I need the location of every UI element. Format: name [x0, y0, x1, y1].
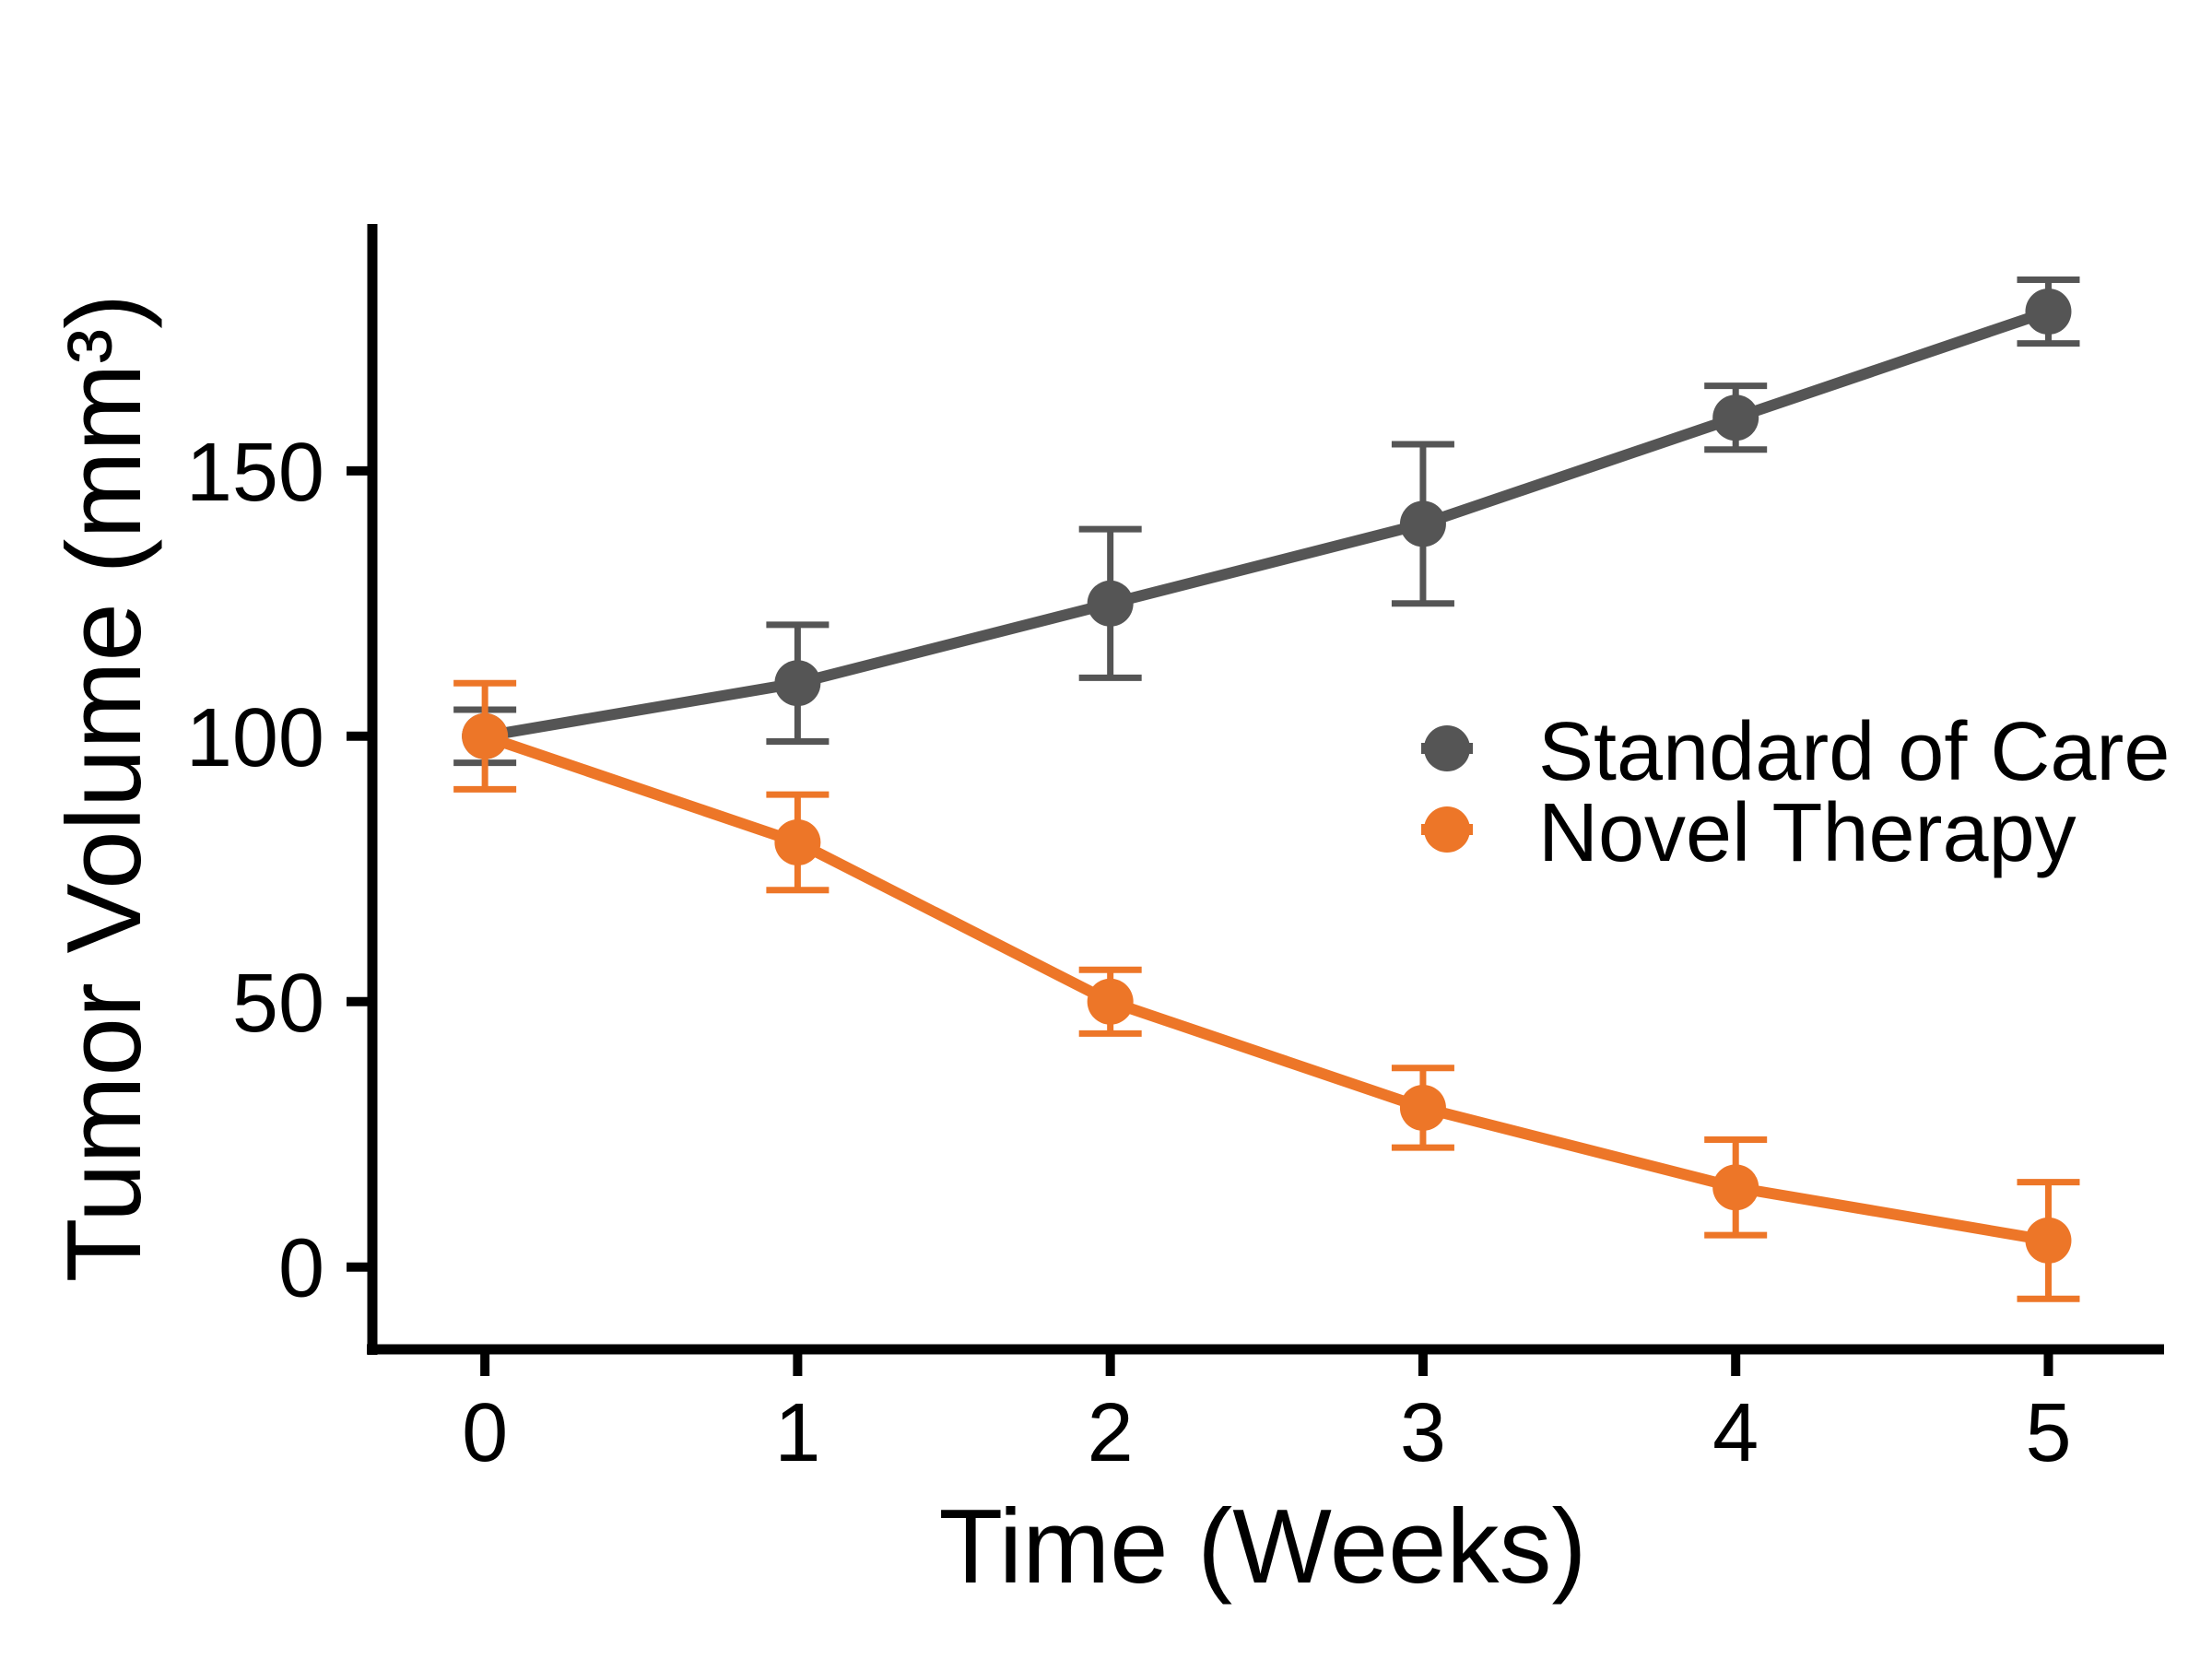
x-axis-title: Time (Weeks)	[938, 1488, 1586, 1606]
y-axis-title: Tumor Volume (mm³)	[46, 294, 163, 1283]
data-point	[774, 660, 821, 707]
legend-point-key-icon	[1424, 725, 1470, 771]
data-point	[1087, 580, 1134, 627]
data-point	[1712, 1164, 1759, 1211]
legend-label: Novel Therapy	[1538, 787, 2077, 879]
x-tick-label: 2	[1088, 1387, 1134, 1479]
data-point	[1399, 1084, 1446, 1131]
y-axis-ticks: 0 50 100 150	[186, 427, 372, 1315]
legend-point-key-icon	[1424, 806, 1470, 853]
series-line	[484, 306, 2051, 742]
y-tick-label: 150	[186, 427, 324, 519]
x-axis-ticks: 0 1 2 3 4 5	[462, 1349, 2072, 1479]
data-point	[1712, 394, 1759, 441]
legend-item: Standard of Care	[1421, 706, 2170, 798]
y-tick-label: 100	[186, 692, 324, 784]
data-point	[2025, 1217, 2072, 1264]
series-novel-therapy	[453, 679, 2080, 1302]
legend-item: Novel Therapy	[1421, 787, 2077, 879]
data-point	[2025, 288, 2072, 335]
y-tick-label: 0	[278, 1223, 324, 1315]
data-point	[774, 818, 821, 865]
x-tick-label: 3	[1400, 1387, 1446, 1479]
x-tick-label: 0	[462, 1387, 508, 1479]
data-point	[1399, 500, 1446, 547]
data-point	[1087, 978, 1134, 1025]
x-tick-label: 4	[1712, 1387, 1759, 1479]
series-layer	[453, 276, 2080, 1302]
series-standard-of-care	[453, 276, 2080, 767]
y-tick-label: 50	[232, 958, 324, 1050]
data-point	[462, 712, 509, 759]
x-tick-label: 5	[2025, 1387, 2071, 1479]
legend-label: Standard of Care	[1538, 706, 2170, 798]
series-line	[483, 731, 2050, 1246]
x-tick-label: 1	[774, 1387, 820, 1479]
